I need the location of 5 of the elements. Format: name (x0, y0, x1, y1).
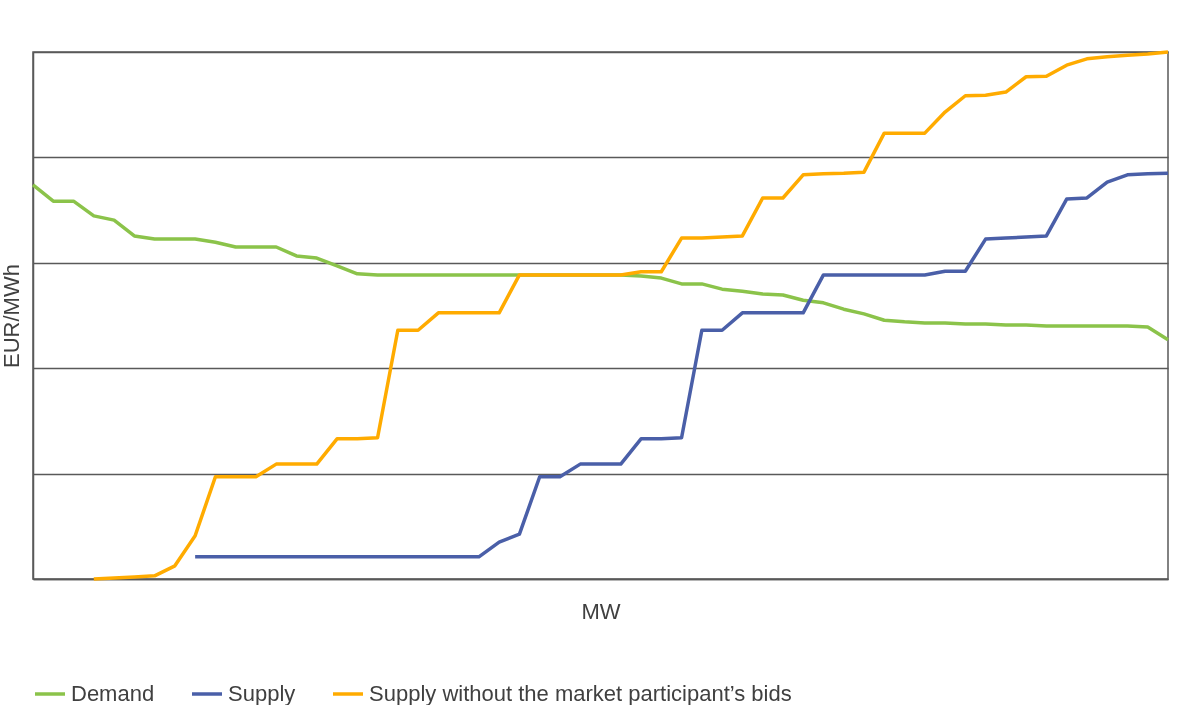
y-axis-title: EUR/MWh (0, 264, 24, 368)
legend-label: Supply (228, 681, 296, 706)
legend-label: Supply without the market participant’s bids (369, 681, 792, 706)
legend-label: Demand (71, 681, 155, 706)
x-axis-title: MW (581, 598, 621, 624)
